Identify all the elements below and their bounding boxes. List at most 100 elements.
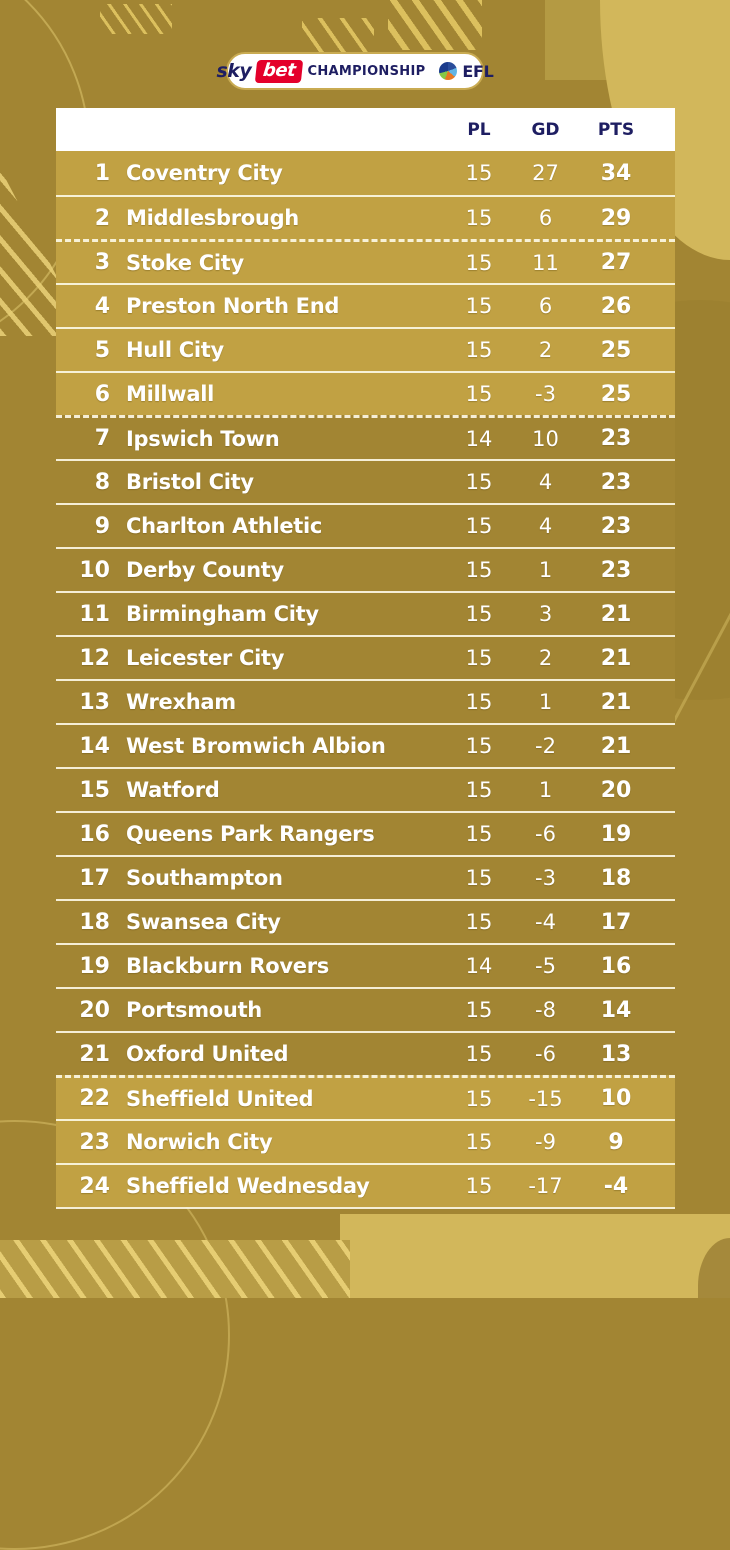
decoration-stripes-bottom-left (0, 1240, 350, 1298)
position-cell: 3 (94, 250, 110, 275)
efl-ball-icon (439, 62, 458, 80)
goal-difference-cell: -6 (535, 1042, 556, 1066)
team-name-cell: Derby County (126, 558, 284, 582)
points-cell: 23 (600, 469, 632, 495)
team-name-cell: Queens Park Rangers (126, 822, 375, 846)
played-cell: 15 (465, 470, 493, 494)
header-points: PTS (597, 119, 635, 140)
position-cell: 20 (79, 997, 110, 1023)
goal-difference-cell: -5 (535, 954, 556, 978)
table-row: 22 Sheffield United 15 -15 10 (56, 1075, 675, 1119)
played-cell: 15 (465, 646, 493, 670)
goal-difference-cell: -6 (535, 822, 556, 846)
goal-difference-cell: -3 (535, 382, 556, 406)
played-cell: 15 (465, 1086, 493, 1111)
team-name-cell: Wrexham (126, 690, 236, 714)
table-row: 10 Derby County 15 1 23 (56, 547, 675, 591)
standings-rows: 1 Coventry City 15 27 3 4 2 Middlesbrough… (56, 151, 675, 1209)
team-name-cell: Birmingham City (126, 602, 319, 626)
goal-difference-cell: 3 (538, 602, 553, 626)
team-name-cell: Southampton (126, 866, 283, 890)
points-cell: 23 (600, 557, 632, 583)
team-name-cell: Hull City (126, 338, 224, 362)
points-cell: 20 (600, 777, 632, 803)
table-row: 2 Middlesbrough 15 6 29 (56, 195, 675, 239)
points-cell: 25 (600, 337, 632, 363)
points-cell: 19 (600, 821, 632, 847)
goal-difference-cell: -8 (535, 998, 556, 1022)
position-cell: 17 (79, 865, 110, 891)
table-header-row: PL GD PTS (56, 108, 675, 151)
bet-logo-box: bet (255, 59, 304, 83)
table-row: 8 Bristol City 15 4 23 (56, 459, 675, 503)
goal-difference-cell: -4 (535, 910, 556, 934)
table-row: 9 Charlton Athletic 15 4 23 (56, 503, 675, 547)
goal-difference-cell: 1 (538, 558, 553, 582)
played-cell: 15 (465, 1130, 493, 1154)
decoration-stripes-top-right (388, 0, 482, 50)
table-row: 24 Sheffield Wednesday 15 -17 -4 (56, 1163, 675, 1207)
table-row: 16 Queens Park Rangers 15 -6 19 (56, 811, 675, 855)
position-cell: 10 (79, 557, 110, 583)
goal-difference-cell: 1 (538, 778, 553, 802)
table-row: 11 Birmingham City 15 3 21 (56, 591, 675, 635)
points-cell: 23 (600, 513, 632, 539)
goal-difference-cell: -2 (535, 734, 556, 758)
points-cell: 23 (600, 426, 632, 451)
goal-difference-cell: 11 (532, 250, 559, 275)
team-name-cell: Sheffield Wednesday (126, 1174, 370, 1198)
played-cell: 15 (465, 338, 493, 362)
played-cell: 15 (465, 294, 493, 318)
played-cell: 15 (465, 514, 493, 538)
points-cell: 17 (600, 909, 632, 935)
played-cell: 15 (465, 161, 493, 185)
played-cell: 15 (465, 250, 493, 275)
position-cell: 23 (79, 1129, 110, 1155)
table-row: 17 Southampton 15 -3 18 (56, 855, 675, 899)
played-cell: 15 (465, 1042, 493, 1066)
points-cell: 14 (600, 997, 632, 1023)
played-cell: 15 (465, 734, 493, 758)
table-row: 15 Watford 15 1 20 (56, 767, 675, 811)
position-cell: 8 (94, 469, 110, 495)
position-cell: 15 (79, 777, 110, 803)
team-name-cell: West Bromwich Albion (126, 734, 386, 758)
sky-logo-text: sky (216, 60, 252, 82)
played-cell: 15 (465, 602, 493, 626)
header-played: PL (467, 119, 491, 140)
table-row: 7 Ipswich Town 14 10 23 (56, 415, 675, 459)
points-cell: 13 (600, 1041, 632, 1067)
efl-logo-text: EFL (462, 61, 494, 81)
team-name-cell: Coventry City (126, 161, 283, 185)
team-name-cell: Oxford United (126, 1042, 289, 1066)
team-name-cell: Watford (126, 778, 220, 802)
goal-difference-cell: 4 (538, 470, 553, 494)
competition-name: CHAMPIONSHIP (307, 63, 426, 79)
team-name-cell: Stoke City (126, 250, 244, 275)
goal-difference-cell: 27 (532, 161, 559, 185)
played-cell: 15 (465, 1174, 493, 1198)
competition-badge: sky bet CHAMPIONSHIP EFL (216, 52, 494, 90)
team-name-cell: Ipswich Town (126, 426, 280, 451)
decoration-block-bottom-right (340, 1214, 730, 1298)
team-name-cell: Middlesbrough (126, 206, 299, 230)
team-name-cell: Leicester City (126, 646, 285, 670)
table-row: 4 Preston North End 15 6 26 (56, 283, 675, 327)
header-goal-difference: GD (531, 119, 560, 140)
points-cell: -4 (603, 1173, 629, 1199)
decoration-stripes-top-mid (302, 18, 374, 52)
played-cell: 15 (465, 866, 493, 890)
table-row: 5 Hull City 15 2 25 (56, 327, 675, 371)
team-name-cell: Millwall (126, 382, 215, 406)
table-row: 12 Leicester City 15 2 21 (56, 635, 675, 679)
position-cell: 2 (94, 205, 110, 231)
bet-logo-text: bet (262, 59, 297, 81)
points-cell: 26 (600, 293, 632, 319)
table-row: 3 Stoke City 15 11 27 (56, 239, 675, 283)
position-cell: 19 (79, 953, 110, 979)
played-cell: 15 (465, 778, 493, 802)
position-cell: 6 (94, 381, 110, 407)
points-cell: 21 (600, 601, 632, 627)
team-name-cell: Swansea City (126, 910, 281, 934)
